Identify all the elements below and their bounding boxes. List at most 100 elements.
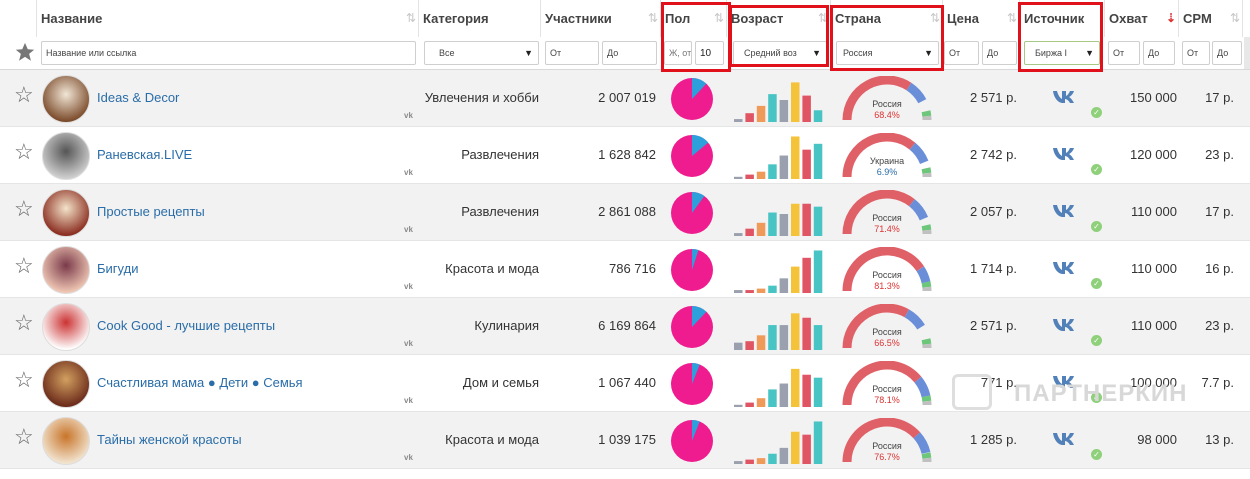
star-icon[interactable]: ☆ [14,196,34,221]
reach-to-input[interactable]: До [1143,41,1175,65]
gauge-country-percent: 6.9% [877,167,898,177]
star-icon[interactable]: ☆ [14,139,34,164]
age-bar [802,95,811,122]
header-members[interactable]: Участники ⇅ [541,0,661,37]
sort-icon[interactable]: ⇅ [713,11,724,25]
category-select[interactable]: Все [424,41,539,65]
gauge-country-label: Россия [872,213,902,223]
star-icon[interactable]: ☆ [14,367,34,392]
vk-icon[interactable] [1052,432,1076,449]
reach-value: 120 000 [1130,147,1177,162]
header-cpm-label: CPM [1183,11,1212,26]
avatar[interactable] [42,246,90,294]
gauge-country-label: Россия [872,441,902,451]
gauge-country-percent: 78.1% [874,395,900,405]
header-age[interactable]: Возраст ⇅ [727,0,831,37]
star-icon[interactable]: ☆ [14,82,34,107]
sort-icon[interactable]: ⇅ [647,11,658,25]
group-name-link[interactable]: Cook Good - лучшие рецепты [97,318,276,333]
pie-male-slice [692,78,707,99]
age-bar [791,203,800,236]
sort-active-icon[interactable]: ⇣ [1165,11,1176,25]
header-reach[interactable]: Охват ⇣ [1105,0,1179,37]
group-name-link[interactable]: Раневская.LIVE [97,147,193,162]
pie-male-slice [692,192,705,213]
vk-icon[interactable] [1052,204,1076,221]
category-text: Увлечения и хобби [424,90,539,105]
star-icon[interactable]: ☆ [14,253,34,278]
header-sex[interactable]: Пол ⇅ [661,0,727,37]
sort-icon[interactable]: ⇅ [1229,11,1240,25]
header-price[interactable]: Цена ⇅ [943,0,1020,37]
star-icon[interactable]: ☆ [14,424,34,449]
members-count: 2 007 019 [598,90,656,105]
gauge-segment-second [916,266,931,284]
sort-icon[interactable]: ⇅ [817,11,828,25]
price-to-input[interactable]: До [982,41,1017,65]
star-icon[interactable]: ☆ [14,310,34,335]
age-bar [768,212,777,236]
age-bar [802,374,811,407]
group-name-link[interactable]: Ideas & Decor [97,90,180,105]
gauge-country-label: Россия [872,384,902,394]
sex-to-input[interactable]: 10 [695,41,724,65]
header-price-label: Цена [947,11,979,26]
star-header-icon[interactable] [14,41,36,63]
age-select[interactable]: Средний воз [733,41,827,65]
header-cpm[interactable]: CPM ⇅ [1179,0,1243,37]
cpm-to-input[interactable]: До [1212,41,1242,65]
name-search-input[interactable]: Название или ссылка [41,41,416,65]
vk-icon[interactable] [1052,261,1076,278]
age-bar [779,278,789,293]
age-bar [813,250,823,293]
reach-value: 98 000 [1137,432,1177,447]
category-text: Развлечения [461,204,539,219]
avatar[interactable] [42,360,90,408]
age-bar [734,233,743,236]
vk-icon[interactable] [1052,147,1076,164]
check-icon: ✓ [1091,164,1102,175]
avatar[interactable] [42,189,90,237]
vk-icon[interactable] [1052,318,1076,335]
price-value: 1 714 р. [970,261,1017,276]
age-bar [734,461,743,464]
header-source[interactable]: Источник [1020,0,1105,37]
avatar[interactable] [42,417,90,465]
check-icon: ✓ [1091,221,1102,232]
gauge-segment-second [909,142,929,165]
gauge-segment-second [913,432,931,455]
sort-icon[interactable]: ⇅ [929,11,940,25]
members-count: 1 067 440 [598,375,656,390]
avatar[interactable] [42,303,90,351]
check-icon: ✓ [1091,449,1102,460]
sort-icon[interactable]: ⇅ [1006,11,1017,25]
group-name-link[interactable]: Бигуди [97,261,139,276]
header-name[interactable]: Название ⇅ [37,0,419,37]
reach-from-input[interactable]: От [1108,41,1140,65]
age-bar [813,206,823,236]
header-country[interactable]: Страна ⇅ [831,0,943,37]
age-bar [791,431,800,464]
price-from-input[interactable]: От [944,41,979,65]
sex-from-input[interactable]: Ж, от [664,41,692,65]
gauge-segment-main [842,418,921,463]
avatar[interactable] [42,75,90,123]
category-text: Развлечения [461,147,539,162]
country-select[interactable]: Россия [836,41,939,65]
scrollbar-stub[interactable] [1244,37,1250,69]
check-icon: ✓ [1091,107,1102,118]
age-bar [813,143,823,179]
members-to-input[interactable]: До [602,41,657,65]
avatar[interactable] [42,132,90,180]
header-category[interactable]: Категория [419,0,541,37]
members-from-input[interactable]: От [545,41,599,65]
group-name-link[interactable]: Тайны женской красоты [97,432,242,447]
source-select[interactable]: Биржа I [1024,41,1100,65]
age-bar-chart [734,368,823,407]
group-name-link[interactable]: Простые рецепты [97,204,205,219]
cpm-from-input[interactable]: От [1182,41,1210,65]
sort-icon[interactable]: ⇅ [405,11,416,25]
group-name-link[interactable]: Счастливая мама ● Дети ● Семья [97,375,303,390]
vk-icon[interactable] [1052,90,1076,107]
vk-icon[interactable] [1052,375,1076,392]
